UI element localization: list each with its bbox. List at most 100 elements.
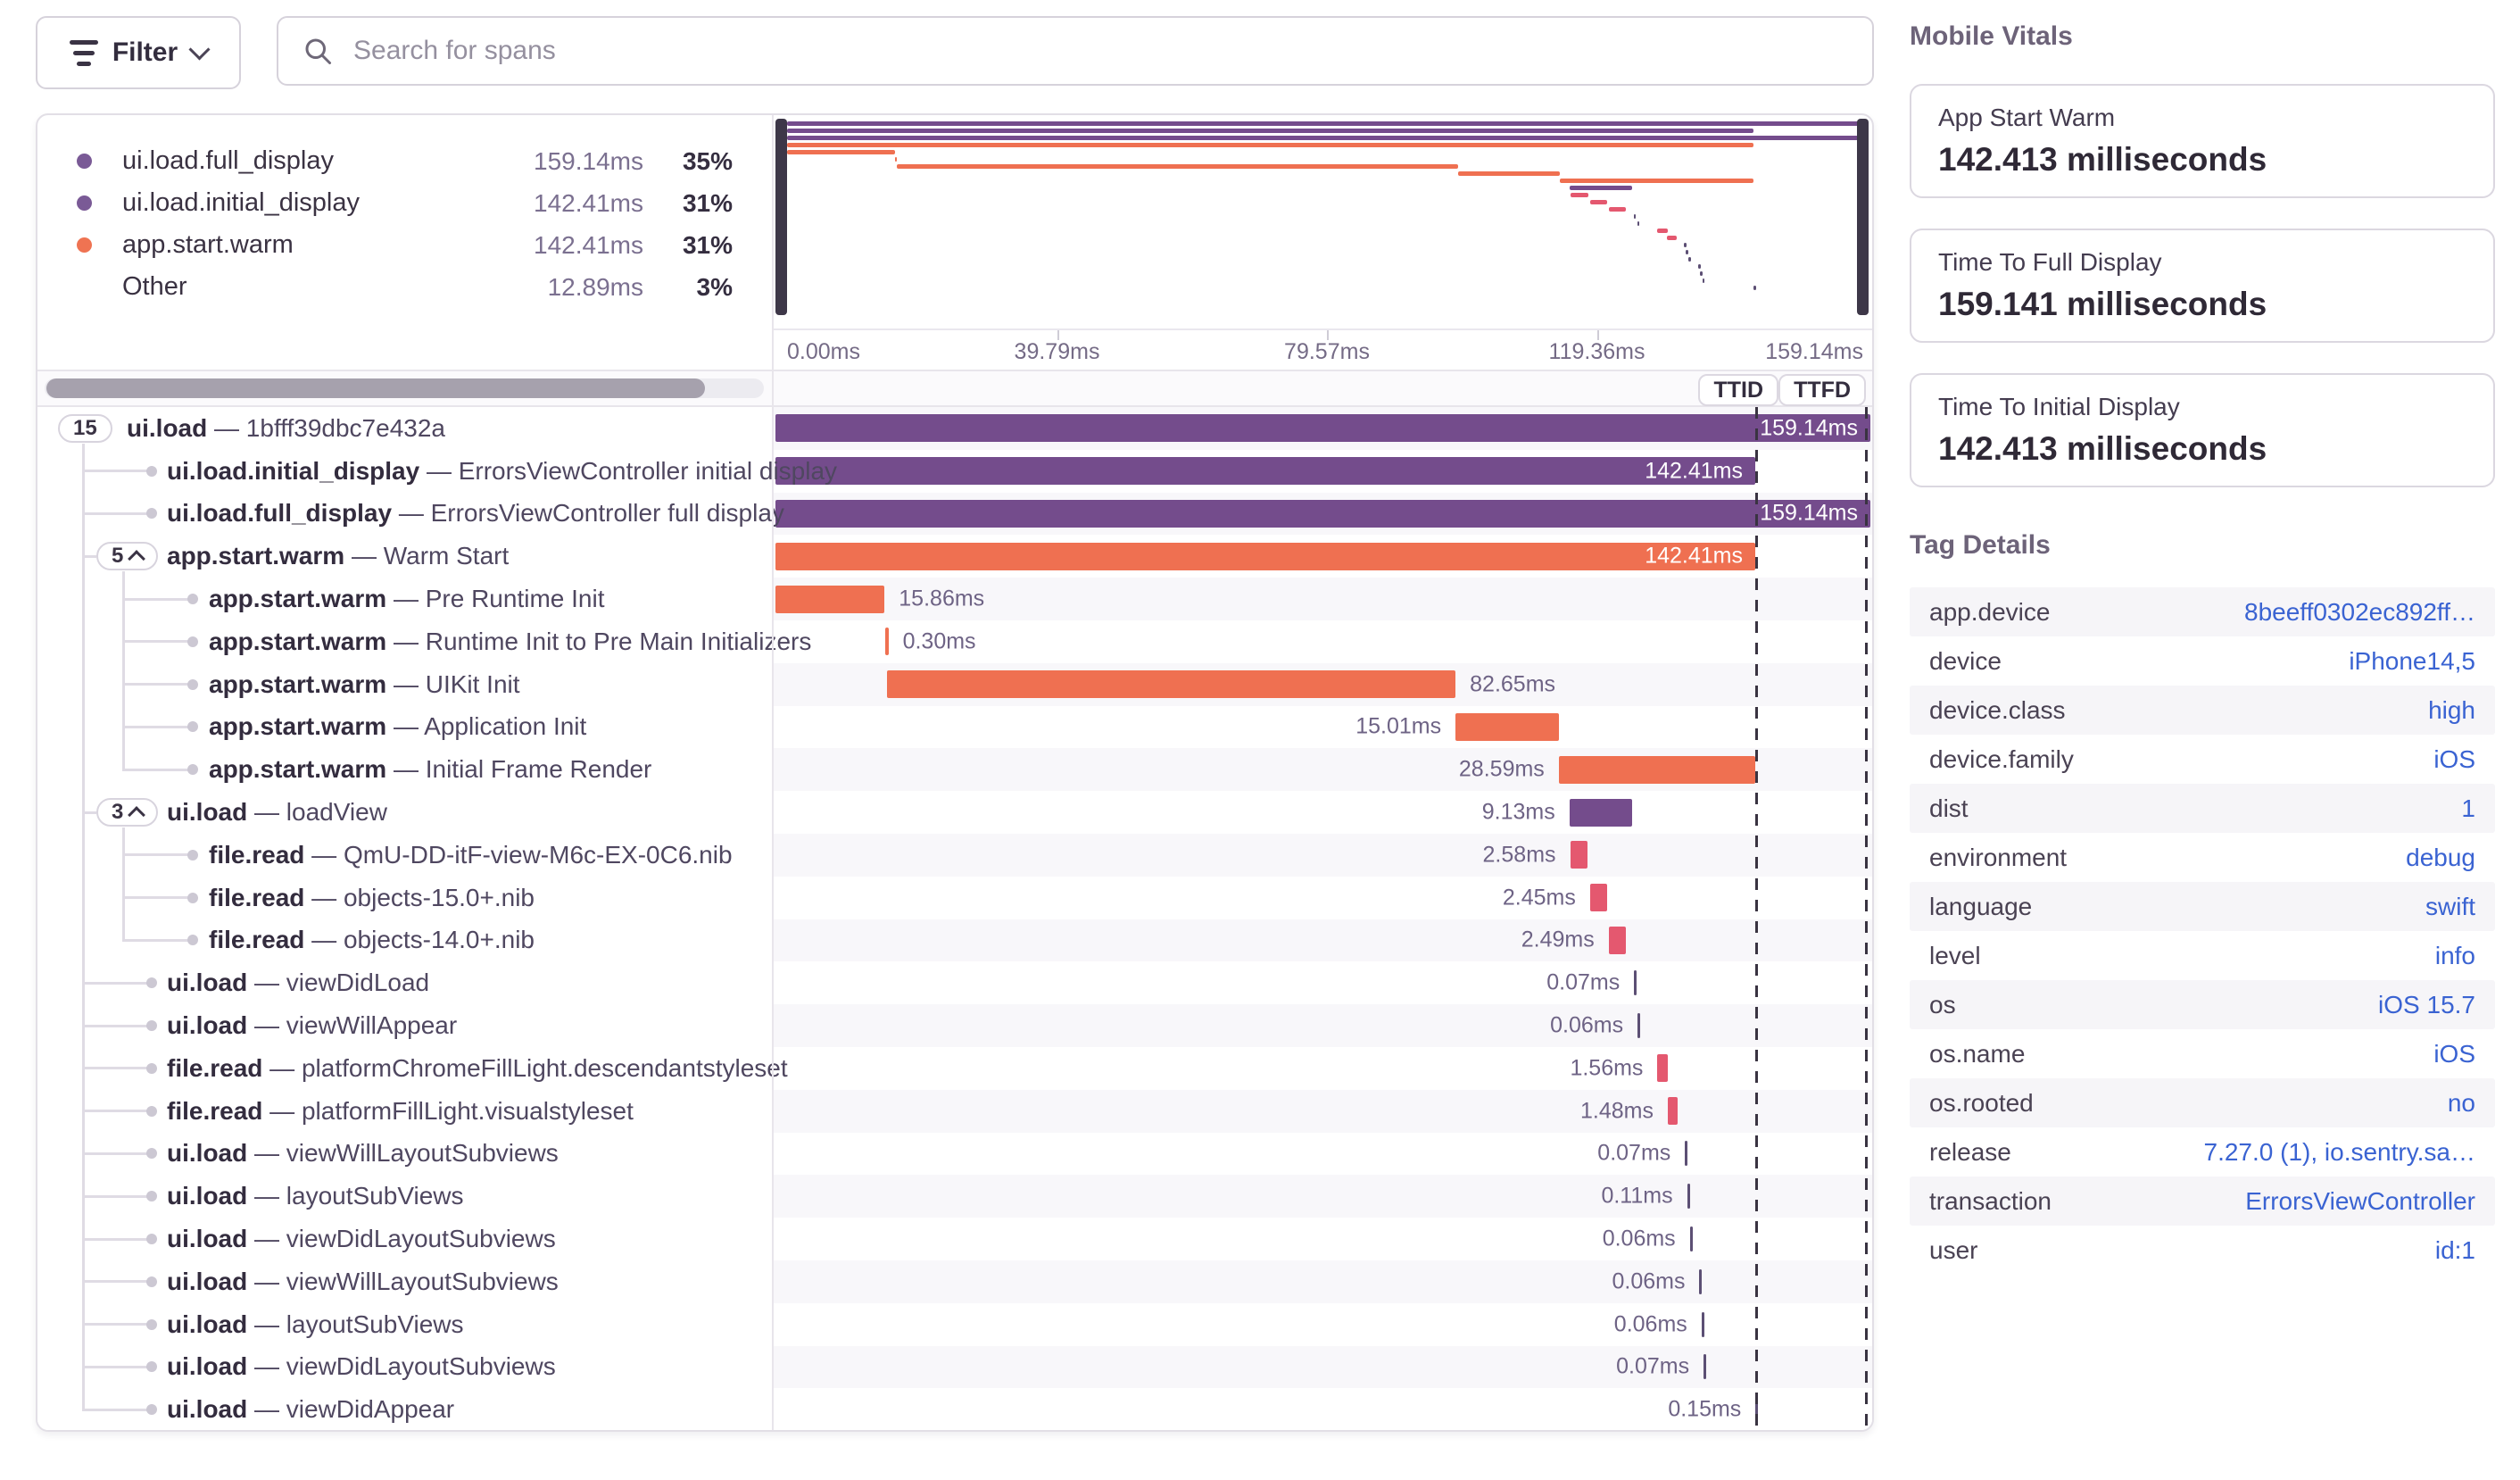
span-duration-label: 0.30ms [902, 628, 976, 654]
span-rows-area: 159.14ms 15 ui.load — 1bfff39dbc7e432a 142.… [37, 407, 1872, 1430]
span-bar[interactable] [1703, 1354, 1707, 1380]
tag-value-link[interactable]: iPhone14,5 [2349, 646, 2475, 675]
span-tree-row[interactable]: ui.load — viewDidLayoutSubviews [37, 1218, 774, 1260]
tag-row: device.class high [1910, 686, 2495, 735]
minimap-span-bar [1608, 207, 1626, 212]
span-bar[interactable] [1570, 841, 1588, 869]
tag-value-link[interactable]: swift [2425, 892, 2475, 920]
minimap-span-bar [1570, 186, 1632, 190]
span-bar[interactable] [1685, 1141, 1688, 1167]
span-search-box[interactable] [277, 16, 1874, 86]
span-bar[interactable] [1637, 1013, 1641, 1039]
span-tree-row[interactable]: file.read — platformChromeFillLight.desc… [37, 1047, 788, 1090]
span-bar[interactable] [1569, 798, 1633, 827]
span-bar[interactable] [775, 414, 1870, 443]
tree-connector-trunk [82, 443, 85, 1411]
span-count-pill[interactable]: 15 [58, 413, 112, 443]
search-input[interactable] [352, 35, 1849, 67]
filter-button[interactable]: Filter [36, 16, 241, 89]
minimap-span-bar [1698, 264, 1701, 269]
span-tree-row[interactable]: ui.load — viewWillAppear [37, 1004, 774, 1047]
span-bar[interactable] [1634, 970, 1637, 996]
span-label: app.start.warm — Application Init [209, 712, 587, 741]
span-tree-row[interactable]: ui.load — layoutSubViews [37, 1175, 774, 1218]
minimap-span-bar [1656, 229, 1668, 233]
span-label: ui.load — 1bfff39dbc7e432a [127, 413, 445, 442]
span-bar[interactable] [775, 585, 885, 613]
tree-connector-line [83, 1237, 148, 1241]
span-bar[interactable] [775, 499, 1870, 528]
tree-connector-line [83, 1194, 148, 1198]
span-bar[interactable] [886, 670, 1456, 699]
span-tree-row[interactable]: 15 ui.load — 1bfff39dbc7e432a [37, 407, 774, 450]
span-tree-row[interactable]: ui.load — layoutSubViews [37, 1302, 774, 1346]
tag-value-link[interactable]: iOS 15.7 [2378, 990, 2475, 1019]
minimap-right-handle[interactable] [1857, 119, 1869, 315]
span-bar[interactable] [1668, 1097, 1679, 1126]
span-tree-row[interactable]: app.start.warm — UIKit Init [37, 662, 774, 706]
tag-value-link[interactable]: info [2434, 941, 2475, 969]
tag-value-link[interactable]: ErrorsViewController [2245, 1186, 2475, 1215]
span-bar[interactable] [1701, 1311, 1704, 1337]
tag-value-link[interactable]: iOS [2433, 744, 2475, 773]
legend-color-dot [77, 154, 92, 169]
waterfall-row: 15.01ms [774, 705, 1872, 749]
span-duration-label: 0.06ms [1602, 1226, 1676, 1251]
span-tree-row[interactable]: file.read — objects-15.0+.nib [37, 876, 774, 919]
minimap-span-bar [1684, 243, 1687, 247]
tag-key: language [1929, 892, 2033, 920]
span-tree-row[interactable]: file.read — QmU-DD-itF-view-M6c-EX-0C6.n… [37, 834, 774, 877]
tag-value-link[interactable]: no [2447, 1088, 2475, 1117]
tag-value-link[interactable]: id:1 [2434, 1235, 2475, 1264]
tag-value-link[interactable]: high [2428, 695, 2475, 724]
span-tree-row[interactable]: ui.load — viewWillLayoutSubviews [37, 1132, 774, 1176]
span-tree-row[interactable]: 3 ui.load — loadView [37, 791, 774, 834]
span-duration-label: 0.15ms [1668, 1396, 1742, 1422]
span-bar[interactable] [1689, 1226, 1693, 1252]
span-tree-row[interactable]: ui.load.initial_display — ErrorsViewCont… [37, 449, 837, 493]
tag-value-link[interactable]: iOS [2433, 1039, 2475, 1068]
collapse-toggle-pill[interactable]: 5 [96, 542, 159, 571]
span-bar[interactable] [1589, 884, 1607, 912]
tree-horizontal-scrollbar[interactable] [46, 378, 705, 398]
tree-connector-dot [146, 1361, 157, 1373]
tag-key: device.class [1929, 695, 2066, 724]
span-bar[interactable] [775, 542, 1755, 570]
span-bar[interactable] [1687, 1184, 1690, 1210]
span-tree-row[interactable]: file.read — objects-14.0+.nib [37, 919, 774, 962]
span-tree-row[interactable]: ui.load.full_display — ErrorsViewControl… [37, 492, 784, 536]
tag-value-link[interactable]: 8beeff0302ec892ff… [2244, 597, 2475, 626]
span-tree-row[interactable]: file.read — platformFillLight.visualstyl… [37, 1089, 774, 1133]
span-tree-row[interactable]: ui.load — viewDidLoad [37, 961, 774, 1005]
minimap-left-handle[interactable] [775, 119, 787, 315]
collapse-toggle-pill[interactable]: 3 [96, 798, 159, 827]
tree-connector-line [83, 470, 148, 473]
span-bar[interactable] [775, 457, 1755, 486]
span-bar[interactable] [1455, 712, 1559, 741]
span-tree-row[interactable]: app.start.warm — Runtime Init to Pre Mai… [37, 620, 811, 663]
span-tree-row[interactable]: app.start.warm — Initial Frame Render [37, 748, 774, 792]
tree-connector-line [83, 1024, 148, 1027]
span-tree-row[interactable]: app.start.warm — Application Init [37, 705, 774, 749]
tag-key: os.name [1929, 1039, 2026, 1068]
span-bar[interactable] [1657, 1054, 1669, 1083]
span-tree-row[interactable]: ui.load — viewDidLayoutSubviews [37, 1345, 774, 1389]
ttid-marker-button[interactable]: TTID [1698, 374, 1779, 406]
span-tree-row[interactable]: ui.load — viewDidAppear [37, 1388, 774, 1430]
span-bar[interactable] [1699, 1268, 1703, 1294]
ttfd-marker-button[interactable]: TTFD [1778, 374, 1866, 406]
span-bar[interactable] [884, 628, 889, 656]
tag-value-link[interactable]: 7.27.0 (1), io.sentry.sa… [2203, 1137, 2476, 1166]
span-tree-row[interactable]: ui.load — viewWillLayoutSubviews [37, 1260, 774, 1303]
tag-value-link[interactable]: debug [2406, 843, 2475, 871]
tag-value-link[interactable]: 1 [2461, 794, 2475, 822]
span-bar[interactable] [1558, 755, 1756, 784]
span-bar[interactable] [1608, 926, 1626, 954]
span-tree-row[interactable]: 5 app.start.warm — Warm Start [37, 535, 774, 578]
waterfall-header-strip: TTID TTFD [37, 370, 1872, 407]
span-label: file.read — QmU-DD-itF-view-M6c-EX-0C6.n… [209, 840, 733, 869]
span-label: file.read — platformFillLight.visualstyl… [167, 1096, 634, 1125]
span-tree-row[interactable]: app.start.warm — Pre Runtime Init [37, 578, 774, 620]
tag-key: transaction [1929, 1186, 2052, 1215]
